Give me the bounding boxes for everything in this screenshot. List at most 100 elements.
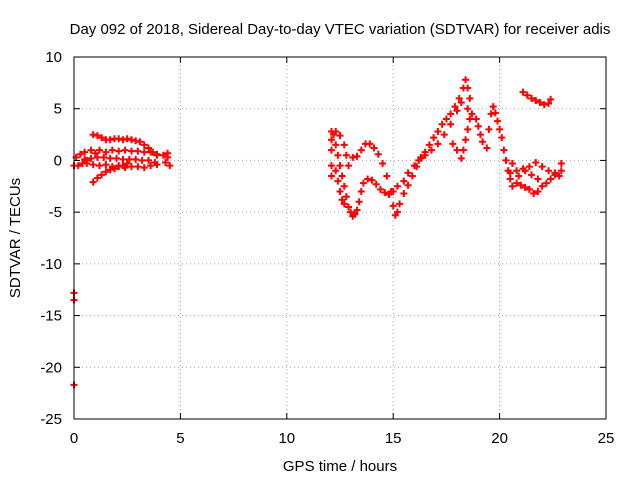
data-point: [466, 115, 474, 123]
data-point: [134, 147, 142, 155]
data-point: [557, 167, 565, 175]
axis-ticks: 0 5 10 15 20 25 10 5 0 -5 -10 -15 -20 -25: [40, 49, 614, 447]
data-point: [110, 165, 118, 173]
x-tick-label: 25: [598, 430, 615, 447]
data-point: [366, 140, 374, 148]
x-tick-label: 5: [176, 430, 184, 447]
data-point: [410, 162, 418, 170]
data-point: [545, 167, 553, 175]
data-point: [532, 158, 540, 166]
data-points: [70, 76, 565, 389]
data-point: [381, 188, 389, 196]
data-point: [125, 155, 133, 163]
data-point: [451, 103, 459, 111]
grid-lines: [74, 57, 606, 419]
data-point: [96, 146, 104, 154]
data-point: [472, 115, 480, 123]
data-point: [89, 131, 97, 139]
data-point: [372, 180, 380, 188]
data-point: [400, 190, 408, 198]
data-point: [547, 175, 555, 183]
data-point: [485, 125, 493, 133]
data-point: [159, 151, 167, 159]
y-tick-label: -20: [40, 359, 62, 376]
data-point: [534, 187, 542, 195]
data-point: [513, 179, 521, 187]
data-point: [442, 115, 450, 123]
data-point: [140, 141, 148, 149]
data-point: [332, 127, 340, 135]
data-point: [347, 208, 355, 216]
data-point: [340, 182, 348, 190]
data-point: [338, 172, 346, 180]
data-point: [123, 135, 131, 143]
data-point: [357, 187, 365, 195]
data-point: [540, 101, 548, 109]
data-point: [162, 158, 170, 166]
data-point: [364, 175, 372, 183]
data-point: [459, 146, 467, 154]
data-point: [81, 148, 89, 156]
data-point: [404, 181, 412, 189]
data-point: [430, 134, 438, 142]
data-point: [532, 96, 540, 104]
data-point: [342, 151, 350, 159]
data-point: [98, 171, 106, 179]
data-point: [144, 156, 152, 164]
data-point: [336, 132, 344, 140]
data-point: [519, 88, 527, 96]
data-point: [387, 187, 395, 195]
data-point: [334, 177, 342, 185]
data-point: [464, 84, 472, 92]
data-point: [525, 185, 533, 193]
data-point: [528, 171, 536, 179]
data-point: [115, 163, 123, 171]
data-point: [493, 117, 501, 125]
data-point: [93, 153, 101, 161]
data-point: [166, 162, 174, 170]
data-point: [474, 122, 482, 130]
data-point: [447, 120, 455, 128]
data-point: [476, 131, 484, 139]
data-point: [462, 136, 470, 144]
data-point: [396, 200, 404, 208]
data-point: [119, 155, 127, 163]
data-point: [140, 148, 148, 156]
data-point: [76, 150, 84, 158]
data-point: [342, 193, 350, 201]
data-point: [425, 141, 433, 149]
data-point: [555, 172, 563, 180]
data-point: [327, 162, 335, 170]
x-tick-label: 15: [385, 430, 402, 447]
data-point: [91, 149, 99, 157]
data-point: [96, 162, 104, 170]
data-point: [508, 160, 516, 168]
data-point: [530, 190, 538, 198]
data-point: [106, 154, 114, 162]
data-point: [327, 172, 335, 180]
data-point: [98, 134, 106, 142]
data-point: [127, 147, 135, 155]
data-point: [374, 150, 382, 158]
data-point: [359, 179, 367, 187]
data-point: [379, 160, 387, 168]
data-point: [515, 172, 523, 180]
data-point: [353, 152, 361, 160]
y-tick-label: 0: [54, 152, 62, 169]
data-point: [468, 110, 476, 118]
data-point: [102, 161, 110, 169]
data-point: [370, 144, 378, 152]
data-point: [538, 182, 546, 190]
data-point: [149, 148, 157, 156]
data-point: [349, 153, 357, 161]
data-point: [106, 136, 114, 144]
data-point: [83, 160, 91, 168]
data-point: [127, 136, 135, 144]
data-point: [140, 164, 148, 172]
data-point: [538, 163, 546, 171]
data-point: [421, 151, 429, 159]
y-tick-label: 10: [45, 49, 62, 66]
data-point: [102, 148, 110, 156]
chart-title: Day 092 of 2018, Sidereal Day-to-day VTE…: [70, 21, 611, 38]
